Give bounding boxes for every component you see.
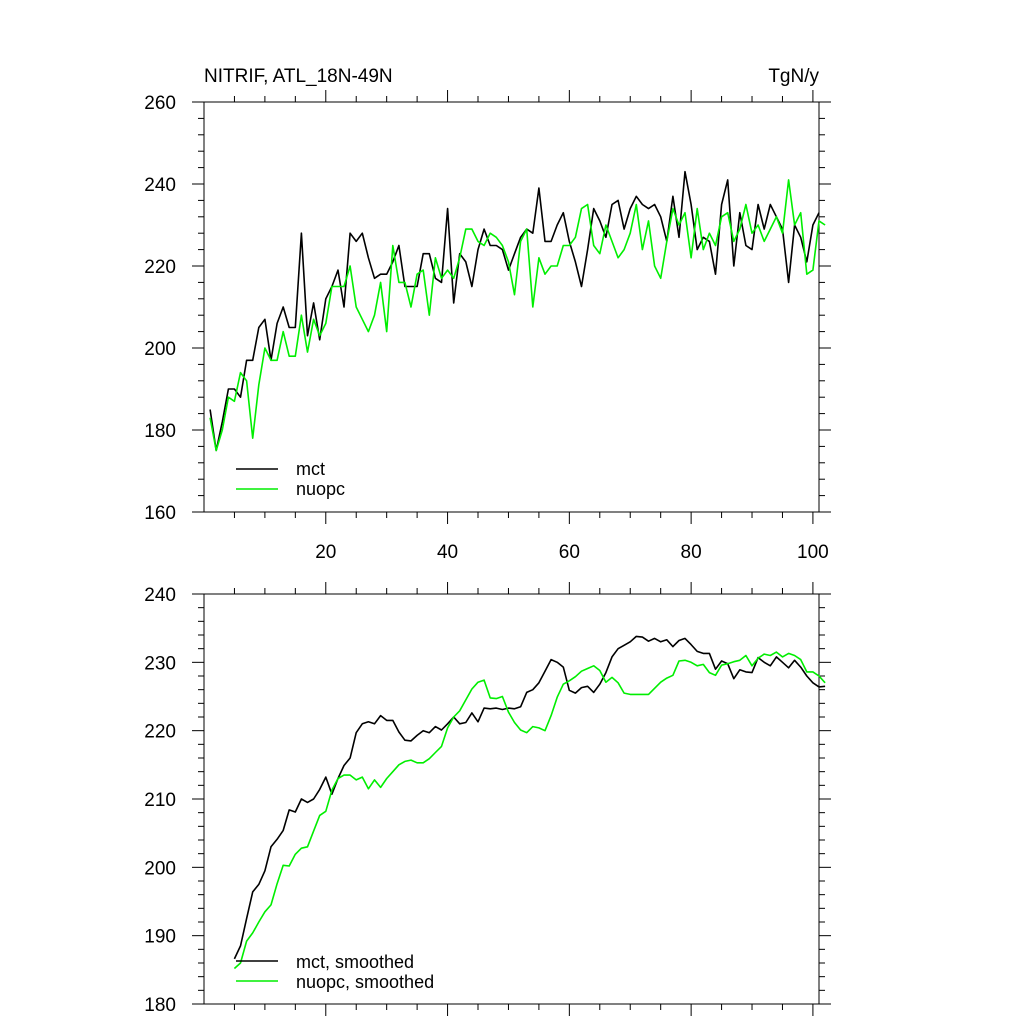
bottom-axis-ticks: 180 190 200 210 220 230 240	[144, 582, 831, 1016]
legend-nuopc-label: nuopc	[296, 479, 345, 499]
top-axis-ticks: 160 180 200 220 240 260 20 40 60 80 100	[144, 90, 831, 563]
bottom-plot-frame	[203, 593, 820, 1005]
series-line-mct	[209, 170, 820, 452]
y-tick-label: 260	[144, 93, 176, 114]
x-tick-label: 60	[559, 542, 580, 563]
y-tick-label: 220	[144, 722, 176, 743]
x-tick-label: 80	[681, 542, 702, 563]
y-tick-label: 220	[144, 257, 176, 278]
bottom-panel: 180 190 200 210 220 230 240 mct, smoothed nuop…	[144, 582, 831, 1016]
bottom-series-lines	[233, 635, 826, 970]
legend-nuopc-smoothed-label: nuopc, smoothed	[296, 972, 434, 992]
y-tick-label: 240	[144, 175, 176, 196]
top-title-units: TgN/y	[768, 66, 819, 87]
series-line-nuopc-smoothed	[233, 651, 826, 970]
series-line-mct-smoothed	[233, 635, 826, 960]
legend-mct-smoothed-label: mct, smoothed	[296, 952, 414, 972]
y-tick-label: 190	[144, 927, 176, 948]
top-plot-frame	[203, 101, 820, 513]
top-title-left: NITRIF, ATL_18N-49N	[204, 66, 393, 87]
top-legend: mct nuopc	[236, 459, 345, 499]
y-tick-label: 160	[144, 503, 176, 524]
legend-mct-label: mct	[296, 459, 325, 479]
x-tick-label: 20	[315, 542, 336, 563]
bottom-legend: mct, smoothed nuopc, smoothed	[236, 952, 434, 992]
y-tick-label: 180	[144, 421, 176, 442]
top-series-lines	[209, 170, 826, 452]
y-tick-label: 210	[144, 790, 176, 811]
x-tick-label: 40	[437, 542, 458, 563]
y-tick-label: 200	[144, 858, 176, 879]
y-tick-label: 180	[144, 995, 176, 1016]
x-tick-label: 100	[797, 542, 829, 563]
top-panel: NITRIF, ATL_18N-49N TgN/y 160 180 200 220 24…	[144, 66, 831, 563]
series-line-nuopc	[209, 179, 826, 452]
y-tick-label: 230	[144, 653, 176, 674]
y-tick-label: 200	[144, 339, 176, 360]
y-tick-label: 240	[144, 585, 176, 606]
